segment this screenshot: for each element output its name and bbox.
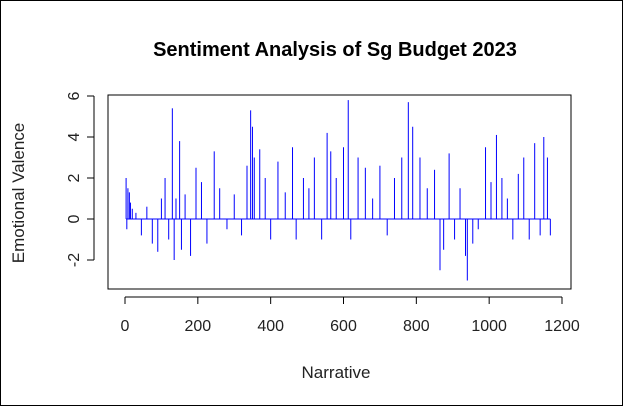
x-tick-label: 400 — [257, 318, 284, 335]
x-tick-label: 0 — [121, 318, 130, 335]
plot-box — [107, 94, 572, 290]
x-axis-label: Narrative — [302, 363, 371, 382]
y-tick-label: 2 — [66, 173, 83, 182]
y-tick-label: 0 — [66, 214, 83, 223]
y-tick-label: 4 — [66, 132, 83, 141]
y-tick-label: -2 — [66, 253, 83, 267]
x-tick-label: 200 — [184, 318, 211, 335]
x-tick-label: 600 — [330, 318, 357, 335]
x-tick-label: 1000 — [471, 318, 507, 335]
y-axis-label: Emotional Valence — [9, 123, 28, 264]
x-tick-label: 1200 — [544, 318, 580, 335]
x-tick-label: 800 — [403, 318, 430, 335]
chart-title: Sentiment Analysis of Sg Budget 2023 — [153, 39, 517, 61]
y-tick-label: 6 — [66, 91, 83, 100]
